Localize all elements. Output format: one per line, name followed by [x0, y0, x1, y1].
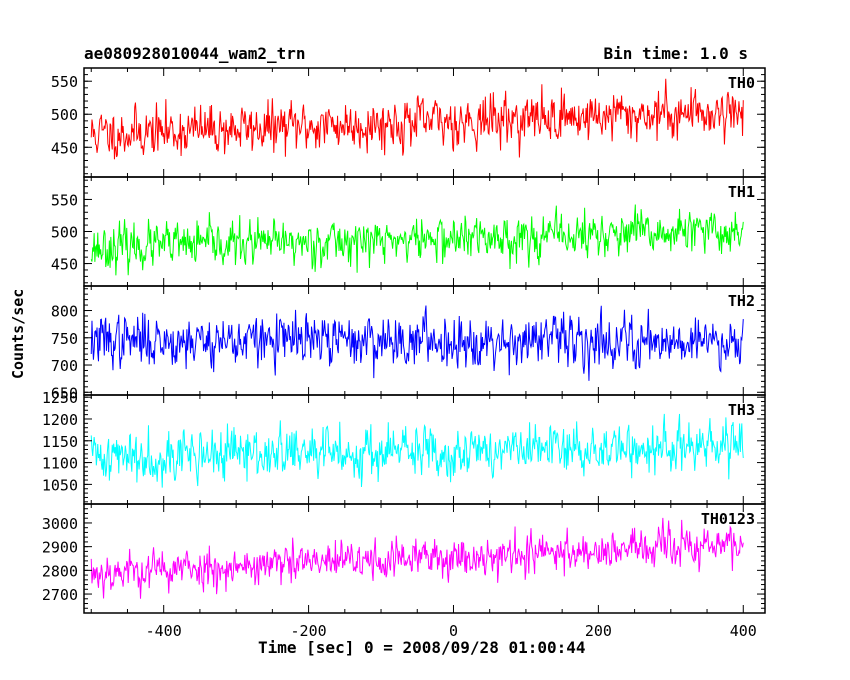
y-tick-label: 450	[51, 139, 78, 157]
y-tick-label: 1250	[42, 389, 78, 407]
series-line-th1	[90, 204, 744, 276]
panel-label-th3: TH3	[728, 401, 755, 419]
x-tick-label: -200	[291, 622, 327, 640]
y-tick-label: 3000	[42, 515, 78, 533]
y-tick-label: 500	[51, 224, 78, 242]
y-tick-label: 700	[51, 357, 78, 375]
series-line-th3	[90, 413, 744, 488]
y-tick-label: 2700	[42, 586, 78, 604]
panel-label-th0: TH0	[728, 74, 755, 92]
x-axis-label: Time [sec] 0 = 2008/09/28 01:00:44	[258, 638, 586, 657]
x-tick-label: 200	[585, 622, 612, 640]
panel-label-th2: TH2	[728, 292, 755, 310]
panel-frame-th0123	[83, 503, 766, 614]
chart-title: ae080928010044_wam2_trn	[84, 44, 306, 63]
y-tick-label: 2900	[42, 539, 78, 557]
y-tick-label: 550	[51, 73, 78, 91]
y-tick-label: 800	[51, 303, 78, 321]
y-tick-label: 2800	[42, 562, 78, 580]
bin-time-label: Bin time: 1.0 s	[603, 44, 749, 63]
panel-label-th1: TH1	[728, 183, 755, 201]
y-tick-label: 450	[51, 256, 78, 274]
panel-label-th0123: TH0123	[701, 510, 755, 528]
y-tick-label: 750	[51, 330, 78, 348]
x-tick-label: 0	[449, 622, 458, 640]
y-tick-label: 1050	[42, 476, 78, 494]
y-tick-label: 1100	[42, 455, 78, 473]
y-tick-label: 1200	[42, 411, 78, 429]
y-axis-label: Counts/sec	[9, 288, 27, 379]
series-line-th0	[90, 78, 744, 160]
y-tick-label: 550	[51, 191, 78, 209]
panel-frame-th0	[83, 67, 766, 178]
series-line-th2	[90, 305, 744, 381]
series-line-th0123	[90, 517, 744, 599]
x-tick-label: 400	[730, 622, 757, 640]
y-tick-label: 1150	[42, 433, 78, 451]
x-tick-label: -400	[146, 622, 182, 640]
y-tick-label: 500	[51, 106, 78, 124]
y-tick-label: 650	[51, 384, 78, 402]
